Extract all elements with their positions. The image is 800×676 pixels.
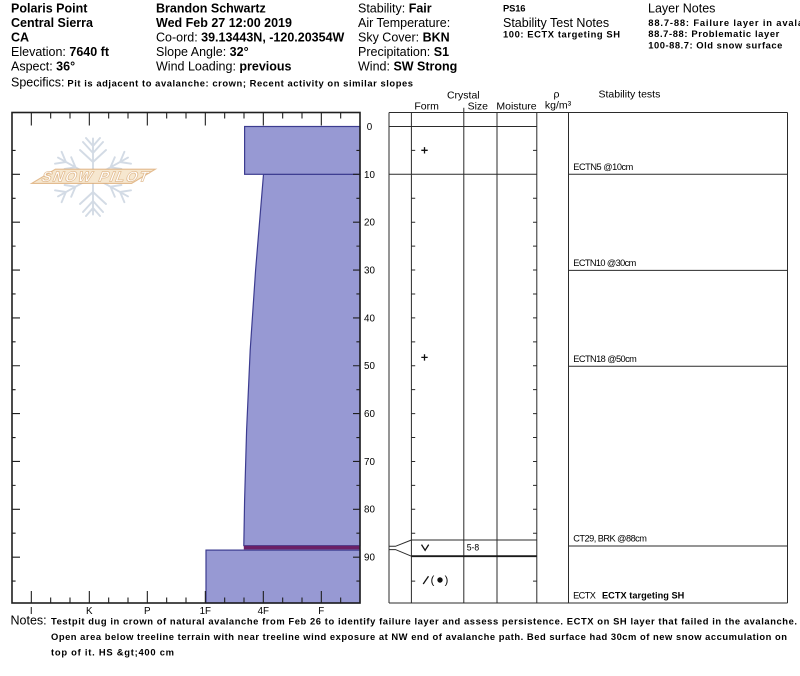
svg-text:kg/m³: kg/m³ [545,100,572,112]
svg-text:Open area below treeline terra: Open area below treeline terrain with ne… [51,631,787,642]
svg-text:SNOW PILOT: SNOW PILOT [39,169,152,185]
svg-text:20: 20 [364,218,375,229]
svg-text:Testpit dug in crown of natura: Testpit dug in crown of natural avalanch… [51,616,797,627]
svg-text:Brandon Schwartz: Brandon Schwartz [156,1,266,15]
svg-text:Layer Notes: Layer Notes [648,1,715,15]
svg-text:Notes:: Notes: [11,614,47,628]
svg-text:CA: CA [11,30,29,44]
svg-text:ECTX: ECTX [573,591,596,601]
svg-text:100-88.7: Old snow surface: 100-88.7: Old snow surface [648,39,782,50]
svg-text:Stability: Fair: Stability: Fair [358,1,432,15]
svg-text:50: 50 [364,361,375,372]
svg-text:Co-ord: 39.13443N, -120.20354W: Co-ord: 39.13443N, -120.20354W [156,30,345,44]
svg-text:1F: 1F [200,606,211,617]
svg-text:Stability tests: Stability tests [598,89,660,101]
svg-text:K: K [86,606,93,617]
svg-text:Wind: SW Strong: Wind: SW Strong [358,59,457,73]
svg-text:4F: 4F [258,606,269,617]
svg-text:5-8: 5-8 [467,542,480,553]
svg-text:70: 70 [364,457,375,468]
svg-text:Stability Test Notes: Stability Test Notes [503,16,609,30]
svg-text:60: 60 [364,409,375,420]
svg-text:80: 80 [364,505,375,516]
svg-text:Air Temperature:: Air Temperature: [358,16,450,30]
svg-text:Size: Size [468,101,489,113]
svg-text:Polaris Point: Polaris Point [11,1,88,15]
svg-text:40: 40 [364,313,375,324]
svg-text:ρ: ρ [554,89,560,101]
svg-text:88.7-88: Failure layer in aval: 88.7-88: Failure layer in avalanche [648,17,800,28]
svg-text:P: P [144,606,151,617]
svg-text:I: I [30,606,33,617]
svg-text:Pit is adjacent to avalanche:: Pit is adjacent to avalanche: crown; Rec… [67,77,413,88]
svg-text:ECTN18 @50cm: ECTN18 @50cm [573,354,637,364]
svg-text:30: 30 [364,265,375,276]
svg-text:ECTN10 @30cm: ECTN10 @30cm [573,258,636,268]
svg-text:ECTN5 @10cm: ECTN5 @10cm [573,162,633,172]
svg-text:88.7-88: Problematic layer: 88.7-88: Problematic layer [648,28,779,39]
svg-text:(: ( [431,575,435,587]
svg-text:0: 0 [367,122,373,133]
svg-text:ECTX targeting SH: ECTX targeting SH [602,591,685,601]
svg-text:Sky Cover: BKN: Sky Cover: BKN [358,30,450,44]
svg-text:top of it. HS &gt;400 cm: top of it. HS &gt;400 cm [51,646,174,657]
svg-text:Wed Feb 27 12:00 2019: Wed Feb 27 12:00 2019 [156,16,292,30]
svg-text:Crystal: Crystal [447,89,480,101]
svg-text:90: 90 [364,553,375,564]
svg-text:100: ECTX targeting SH: 100: ECTX targeting SH [503,29,620,40]
svg-text:Precipitation: S1: Precipitation: S1 [358,45,449,59]
svg-text:Wind Loading: previous: Wind Loading: previous [156,59,292,73]
svg-text:Specifics:: Specifics: [11,75,65,89]
svg-text:Form: Form [414,101,439,113]
svg-text:Moisture: Moisture [496,100,536,112]
svg-text:): ) [445,575,449,587]
svg-text:10: 10 [364,170,375,181]
svg-text:Aspect: 36°: Aspect: 36° [11,59,75,73]
svg-text:Central Sierra: Central Sierra [11,16,94,30]
svg-text:Elevation: 7640 ft: Elevation: 7640 ft [11,45,110,59]
svg-text:PS16: PS16 [503,3,526,14]
svg-text:CT29, BRK @88cm: CT29, BRK @88cm [573,534,647,544]
svg-text:F: F [318,606,324,617]
svg-text:Slope Angle: 32°: Slope Angle: 32° [156,45,249,59]
